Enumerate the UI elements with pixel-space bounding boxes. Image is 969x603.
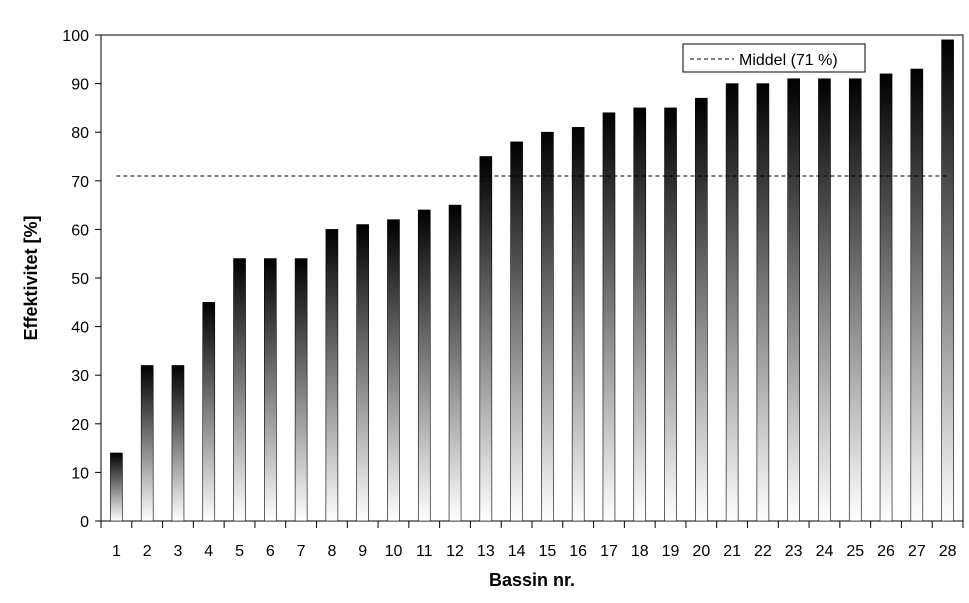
bar-27 — [910, 68, 924, 522]
bar-23 — [787, 78, 800, 522]
y-tick-label-20: 20 — [71, 417, 89, 434]
x-tick-label-28: 28 — [939, 543, 957, 560]
x-axis: 1 2 3 4 5 6 7 8 9 10 11 12 13 14 15 16 17 18 19 20 21 22 23 24 2… — [100, 521, 964, 560]
bar-2 — [140, 365, 154, 522]
bar-21 — [725, 83, 739, 522]
x-tick-label-1: 1 — [112, 543, 121, 560]
x-tick-label-25: 25 — [846, 543, 864, 560]
bar-4 — [202, 301, 216, 522]
y-tick-label-70: 70 — [71, 174, 89, 191]
bar-20 — [695, 97, 708, 522]
y-tick-label-60: 60 — [71, 222, 89, 239]
x-tick-label-4: 4 — [204, 543, 213, 560]
bars-group — [110, 39, 954, 522]
x-tick-label-14: 14 — [508, 543, 526, 560]
bar-24 — [818, 78, 831, 522]
bar-3 — [171, 365, 185, 522]
x-tick-label-27: 27 — [908, 543, 926, 560]
bar-8 — [325, 229, 339, 522]
bar-9 — [356, 224, 369, 522]
x-tick-label-17: 17 — [600, 543, 618, 560]
x-tick-label-22: 22 — [754, 543, 772, 560]
x-tick-label-9: 9 — [358, 543, 367, 560]
x-tick-label-3: 3 — [174, 543, 183, 560]
x-tick-label-7: 7 — [297, 543, 306, 560]
y-tick-label-90: 90 — [71, 77, 89, 94]
x-tick-label-15: 15 — [538, 543, 556, 560]
x-tick-label-23: 23 — [785, 543, 803, 560]
bar-15 — [541, 131, 554, 522]
bar-14 — [510, 141, 523, 522]
x-tick-label-11: 11 — [416, 543, 433, 560]
x-tick-label-5: 5 — [235, 543, 244, 560]
y-tick-label-50: 50 — [71, 271, 89, 288]
bar-7 — [294, 258, 308, 522]
x-tick-label-10: 10 — [385, 543, 403, 560]
x-tick-label-13: 13 — [477, 543, 495, 560]
x-tick-label-24: 24 — [816, 543, 834, 560]
x-tick-label-26: 26 — [877, 543, 895, 560]
legend: Middel (71 %) — [682, 43, 866, 73]
x-tick-label-20: 20 — [692, 543, 710, 560]
bar-1 — [110, 452, 123, 522]
x-tick-label-21: 21 — [723, 543, 741, 560]
bar-13 — [479, 156, 493, 522]
bar-11 — [417, 209, 431, 522]
bar-18 — [633, 107, 647, 522]
legend-label: Middel (71 %) — [739, 52, 838, 69]
x-tick-label-12: 12 — [446, 543, 464, 560]
bar-16 — [571, 127, 585, 522]
y-axis: 0 10 20 30 40 50 60 70 80 90 100 — [62, 28, 101, 531]
y-tick-label-80: 80 — [71, 125, 89, 142]
bar-5 — [233, 258, 246, 522]
legend-box — [682, 43, 866, 73]
x-tick-label-8: 8 — [327, 543, 336, 560]
y-tick-label-100: 100 — [62, 28, 89, 45]
x-tick-label-6: 6 — [266, 543, 275, 560]
x-tick-label-19: 19 — [662, 543, 680, 560]
y-axis-title: Effektivitet [%] — [21, 215, 41, 340]
x-axis-title: Bassin nr. — [489, 570, 575, 590]
plot-area — [100, 34, 964, 522]
x-tick-label-18: 18 — [631, 543, 649, 560]
x-tick-label-16: 16 — [569, 543, 587, 560]
bar-25 — [848, 78, 862, 522]
bar-19 — [664, 107, 677, 522]
bar-12 — [448, 204, 462, 522]
x-tick-label-2: 2 — [143, 543, 152, 560]
bar-10 — [387, 219, 400, 522]
y-tick-label-30: 30 — [71, 368, 89, 385]
y-tick-label-10: 10 — [71, 465, 89, 482]
bar-28 — [941, 39, 954, 522]
bar-22 — [756, 83, 770, 522]
bar-6 — [264, 258, 277, 522]
y-tick-label-0: 0 — [80, 514, 89, 531]
bar-26 — [879, 73, 893, 522]
bar-17 — [602, 112, 616, 522]
y-tick-label-40: 40 — [71, 320, 89, 337]
